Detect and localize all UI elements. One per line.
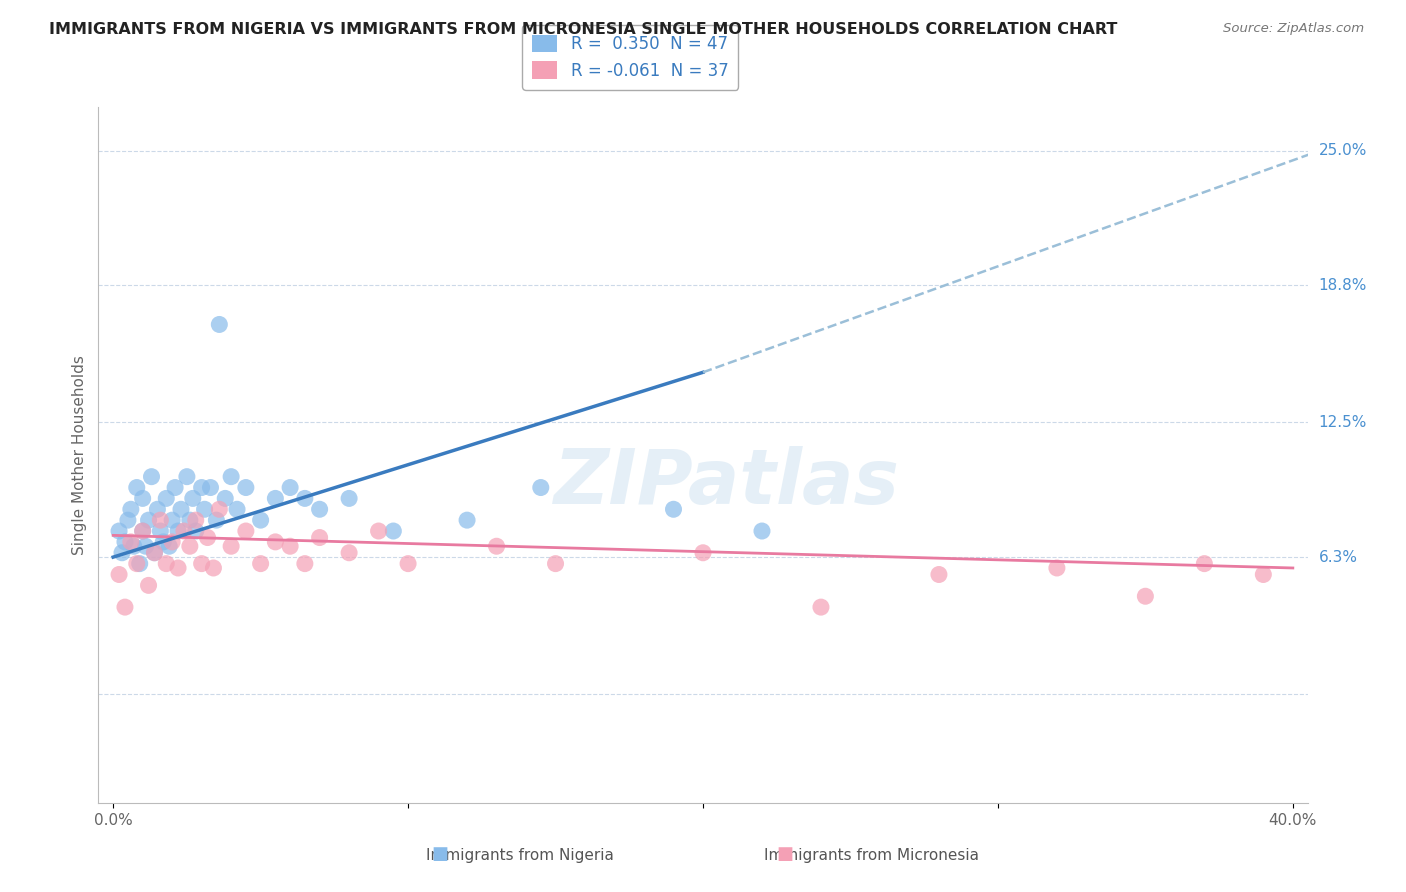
Point [278,539,301,553]
Point [138,513,160,527]
Point [176,469,198,483]
Point [202,561,225,575]
Text: 6.3%: 6.3% [1319,549,1358,565]
Point [155,557,177,571]
Point [249,513,271,527]
Point [249,557,271,571]
Point [278,481,301,495]
Point [226,502,249,516]
Point [367,524,389,538]
Point [179,513,201,527]
Text: ■: ■ [776,846,793,863]
Point [135,539,157,553]
Point [131,491,153,506]
Point [114,600,136,615]
Point [928,567,950,582]
Point [485,539,508,553]
Point [131,524,153,538]
Point [131,524,153,538]
Text: Source: ZipAtlas.com: Source: ZipAtlas.com [1223,22,1364,36]
Point [197,531,219,545]
Text: Immigrants from Nigeria: Immigrants from Nigeria [426,848,614,863]
Point [179,539,201,553]
Point [1253,567,1275,582]
Point [190,557,212,571]
Point [138,578,160,592]
Text: 18.8%: 18.8% [1319,277,1367,293]
Text: ZIPatlas: ZIPatlas [554,446,900,520]
Text: IMMIGRANTS FROM NIGERIA VS IMMIGRANTS FROM MICRONESIA SINGLE MOTHER HOUSEHOLDS C: IMMIGRANTS FROM NIGERIA VS IMMIGRANTS FR… [49,22,1118,37]
Point [194,502,217,516]
Point [1194,557,1216,571]
Point [128,557,150,571]
Point [208,318,231,332]
Point [235,524,257,538]
Point [146,502,169,516]
Point [184,524,207,538]
Point [160,513,183,527]
Y-axis label: Single Mother Households: Single Mother Households [72,355,87,555]
Point [120,534,142,549]
Point [264,491,287,506]
Point [751,524,773,538]
Point [294,491,316,506]
Point [143,546,166,560]
Point [219,539,242,553]
Point [170,502,193,516]
Text: Immigrants from Micronesia: Immigrants from Micronesia [765,848,979,863]
Text: 12.5%: 12.5% [1319,415,1367,430]
Point [308,502,330,516]
Text: ■: ■ [432,846,449,863]
Point [214,491,236,506]
Text: 25.0%: 25.0% [1319,143,1367,158]
Point [111,546,134,560]
Point [184,513,207,527]
Point [200,481,222,495]
Point [396,557,419,571]
Point [160,534,183,549]
Point [219,469,242,483]
Point [264,534,287,549]
Point [143,546,166,560]
Point [108,567,131,582]
Point [1046,561,1069,575]
Point [108,524,131,538]
Point [149,513,172,527]
Point [120,502,142,516]
Point [662,502,685,516]
Point [530,481,553,495]
Point [122,539,145,553]
Point [382,524,405,538]
Point [114,534,136,549]
Point [544,557,567,571]
Point [235,481,257,495]
Point [205,513,228,527]
Point [456,513,478,527]
Legend: R =  0.350  N = 47, R = -0.061  N = 37: R = 0.350 N = 47, R = -0.061 N = 37 [523,25,738,89]
Point [125,481,148,495]
Point [337,546,360,560]
Point [125,557,148,571]
Point [149,524,172,538]
Point [167,561,190,575]
Point [181,491,204,506]
Point [190,481,212,495]
Point [152,534,174,549]
Point [117,513,139,527]
Point [173,524,195,538]
Point [165,481,187,495]
Point [692,546,714,560]
Point [1135,589,1157,603]
Point [337,491,360,506]
Point [208,502,231,516]
Point [810,600,832,615]
Point [141,469,163,483]
Point [308,531,330,545]
Point [157,539,180,553]
Point [294,557,316,571]
Point [167,524,190,538]
Point [155,491,177,506]
